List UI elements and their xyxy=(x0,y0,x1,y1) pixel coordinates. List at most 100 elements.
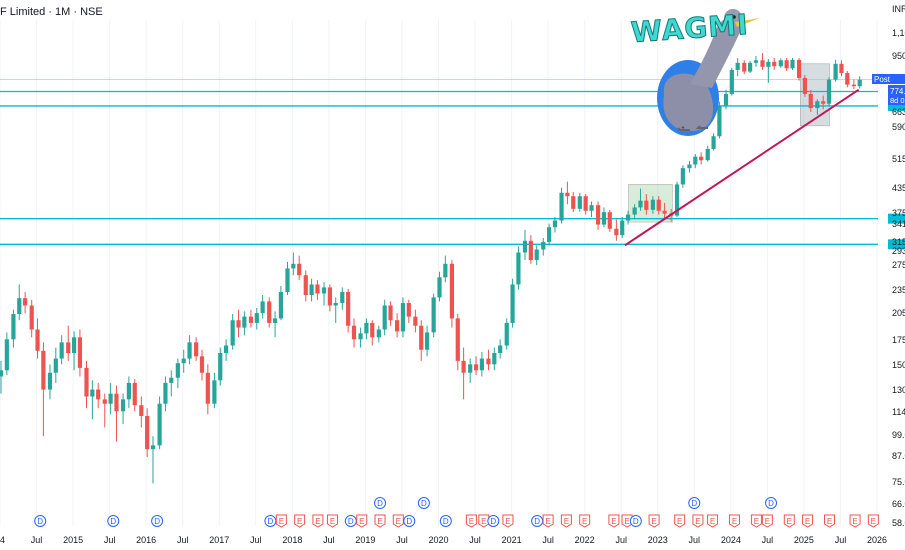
event-marker-top-label: D xyxy=(421,499,427,508)
countdown-label: 8d 0h xyxy=(890,96,905,105)
candle-up xyxy=(120,399,126,412)
candle-down xyxy=(784,60,789,69)
event-marker-badge xyxy=(294,514,306,528)
event-marker-top-label: D xyxy=(377,499,383,508)
trendline[interactable] xyxy=(624,88,860,247)
event-marker-badge xyxy=(750,514,762,528)
x-tick-label: 2026 xyxy=(867,535,887,545)
event-marker-badge xyxy=(275,514,287,528)
event-marker-badge xyxy=(151,515,164,527)
event-marker-label: E xyxy=(624,517,629,526)
candle-down xyxy=(644,200,649,210)
candle-down xyxy=(406,303,411,317)
event-marker-label: D xyxy=(534,517,540,526)
event-marker-badge xyxy=(579,514,591,528)
event-marker-label: D xyxy=(268,517,274,526)
candle-up xyxy=(729,69,734,94)
candle-up xyxy=(242,316,247,328)
event-marker-label: E xyxy=(377,517,382,526)
event-marker-label: D xyxy=(406,517,412,526)
candle-up xyxy=(778,60,783,67)
candle-up xyxy=(601,212,607,225)
candle-down xyxy=(66,342,71,353)
candle-up xyxy=(857,79,862,87)
event-markers[interactable]: D D D D E E E E D E E E D D E E D E D E E E E E D E E E E E E E E E E E ED D D… xyxy=(34,497,879,528)
candle-down xyxy=(35,329,40,351)
candle-down xyxy=(583,196,588,211)
candle-up xyxy=(504,322,509,346)
candle-up xyxy=(510,284,515,323)
y-tick-label: 950.0 xyxy=(892,51,905,61)
candle-up xyxy=(650,199,656,210)
event-marker-badge xyxy=(728,514,740,528)
candle-down xyxy=(23,298,28,306)
candle-up xyxy=(492,352,497,365)
candle-down xyxy=(565,192,570,197)
candle-up xyxy=(321,287,327,294)
event-marker-label: E xyxy=(564,517,569,526)
x-tick-label: 2021 xyxy=(502,535,522,545)
candle-down xyxy=(194,342,199,357)
candle-down xyxy=(662,210,667,214)
event-marker-label: D xyxy=(37,517,43,526)
x-tick-label: Jul xyxy=(762,535,774,545)
candle-up xyxy=(358,333,363,340)
candle-up xyxy=(424,332,430,350)
support-trendline xyxy=(624,88,860,247)
candle-down xyxy=(607,212,612,229)
candle-down xyxy=(595,205,601,225)
candle-up xyxy=(625,214,631,221)
candle-up xyxy=(59,342,64,359)
candle-down xyxy=(297,263,302,276)
event-marker-label: E xyxy=(545,517,550,526)
event-marker-badge xyxy=(761,514,773,528)
event-marker-top-badge xyxy=(374,497,387,509)
candle-up xyxy=(589,205,594,211)
x-tick-label: 2018 xyxy=(282,535,302,545)
status-label: Post xyxy=(874,75,891,84)
candle-down xyxy=(370,322,375,338)
x-tick-label: Jul xyxy=(542,535,554,545)
y-tick-label: 315.0 xyxy=(892,237,905,247)
event-marker-badge xyxy=(707,514,719,528)
event-marker-badge xyxy=(487,515,500,527)
event-marker-badge xyxy=(560,514,572,528)
event-marker-badge xyxy=(608,514,620,528)
event-marker-badge xyxy=(802,514,814,528)
candle-up xyxy=(431,297,436,333)
x-tick-label: Jul xyxy=(250,535,262,545)
event-marker-label: D xyxy=(110,517,116,526)
candle-up xyxy=(291,263,296,269)
event-marker-badge xyxy=(374,514,386,528)
event-marker-label: E xyxy=(396,517,401,526)
event-marker-label: E xyxy=(871,517,876,526)
event-marker-label: E xyxy=(582,517,587,526)
y-tick-label: 87.00 xyxy=(892,451,905,461)
candle-up xyxy=(632,207,637,215)
candle-up xyxy=(223,345,229,353)
candle-up xyxy=(468,364,473,373)
candle-up xyxy=(333,303,338,306)
event-marker-badge xyxy=(674,514,686,528)
time-axis[interactable]: 4 Jul 2015 Jul 2016 Jul 2017 Jul 2018 Jul 2019 Jul 2… xyxy=(0,535,887,545)
candle-up xyxy=(687,164,692,169)
horizontal-levels[interactable] xyxy=(0,79,905,250)
candle-up xyxy=(400,303,406,332)
candle-down xyxy=(114,393,119,412)
candle-up xyxy=(364,322,369,334)
y-tick-label: 663.3 xyxy=(892,107,905,117)
event-marker-badge xyxy=(34,515,47,527)
event-marker-badge xyxy=(849,514,861,528)
candle-up xyxy=(150,445,156,450)
candle-up xyxy=(735,62,740,70)
level-price-tag xyxy=(888,239,905,250)
candle-down xyxy=(614,228,619,236)
candle-up xyxy=(638,200,643,208)
x-tick-label: Jul xyxy=(31,535,43,545)
x-tick-label: 2016 xyxy=(136,535,156,545)
x-tick-label: Jul xyxy=(177,535,189,545)
candle-down xyxy=(29,305,34,330)
x-tick-label: Jul xyxy=(104,535,116,545)
candle-down xyxy=(351,325,357,340)
